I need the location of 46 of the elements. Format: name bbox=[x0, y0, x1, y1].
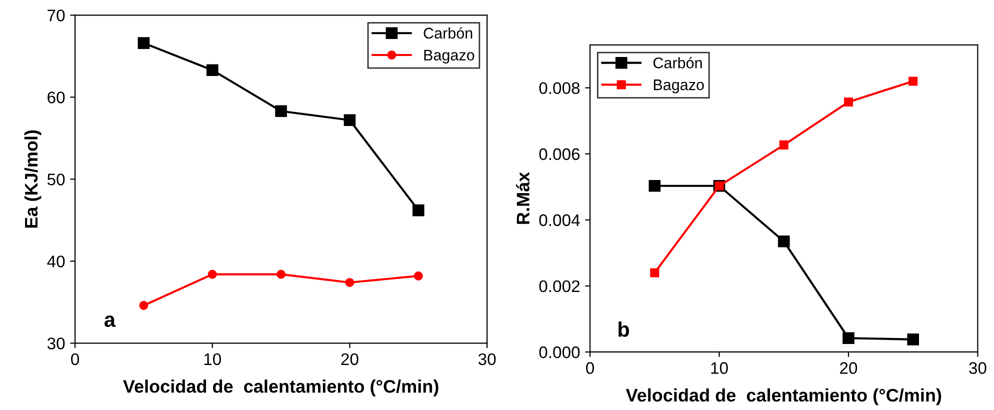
y-tick-label: 0.008 bbox=[539, 82, 580, 94]
annotation: a bbox=[104, 316, 116, 327]
y-axis-title: R.Máx bbox=[516, 172, 530, 224]
point bbox=[412, 204, 424, 216]
x-tick-label: 10 bbox=[711, 362, 728, 374]
y-tick-label: 0.002 bbox=[539, 280, 580, 292]
point bbox=[276, 270, 286, 279]
y-tick-label: 0.006 bbox=[539, 148, 580, 160]
legend-label: Carbón bbox=[424, 27, 472, 39]
annotation: b bbox=[618, 322, 630, 337]
point bbox=[778, 235, 790, 248]
x-axis-title: Velocidad de calentamiento (°C/min) bbox=[123, 380, 438, 396]
x-tick-label: 20 bbox=[341, 353, 358, 366]
point bbox=[907, 334, 919, 346]
x-tick-label: 30 bbox=[969, 362, 986, 374]
x-axis-title: Velocidad de calentamiento (°C/min) bbox=[626, 388, 942, 406]
x-tick-label: 20 bbox=[840, 362, 858, 374]
point bbox=[206, 64, 218, 76]
point bbox=[275, 105, 287, 118]
y-tick-label: 30 bbox=[47, 338, 65, 350]
point bbox=[345, 278, 354, 288]
y-tick-label: 0.004 bbox=[539, 214, 580, 226]
x-tick-label: 0 bbox=[71, 353, 80, 366]
y-axis-title: Ea (KJ/mol) bbox=[24, 130, 42, 228]
legend-label: Carbón bbox=[653, 56, 702, 68]
point bbox=[138, 37, 150, 49]
point bbox=[414, 271, 423, 280]
point bbox=[650, 268, 660, 278]
y-tick-label: 40 bbox=[47, 256, 65, 268]
legend-label: Bagazo bbox=[424, 50, 474, 64]
point bbox=[844, 98, 853, 107]
y-tick-label: 0.000 bbox=[539, 346, 580, 358]
y-tick-label: 60 bbox=[48, 92, 65, 104]
point bbox=[208, 270, 217, 279]
point bbox=[648, 180, 661, 192]
legend-label: Bagazo bbox=[654, 80, 704, 94]
y-tick-label: 70 bbox=[48, 10, 65, 22]
x-tick-label: 30 bbox=[478, 353, 496, 366]
x-tick-label: 10 bbox=[204, 353, 222, 366]
point bbox=[344, 114, 356, 126]
point bbox=[842, 332, 854, 344]
y-tick-label: 50 bbox=[47, 174, 65, 186]
point bbox=[908, 76, 918, 86]
x-tick-label: 0 bbox=[586, 362, 594, 374]
point bbox=[779, 140, 788, 150]
point bbox=[139, 300, 148, 310]
